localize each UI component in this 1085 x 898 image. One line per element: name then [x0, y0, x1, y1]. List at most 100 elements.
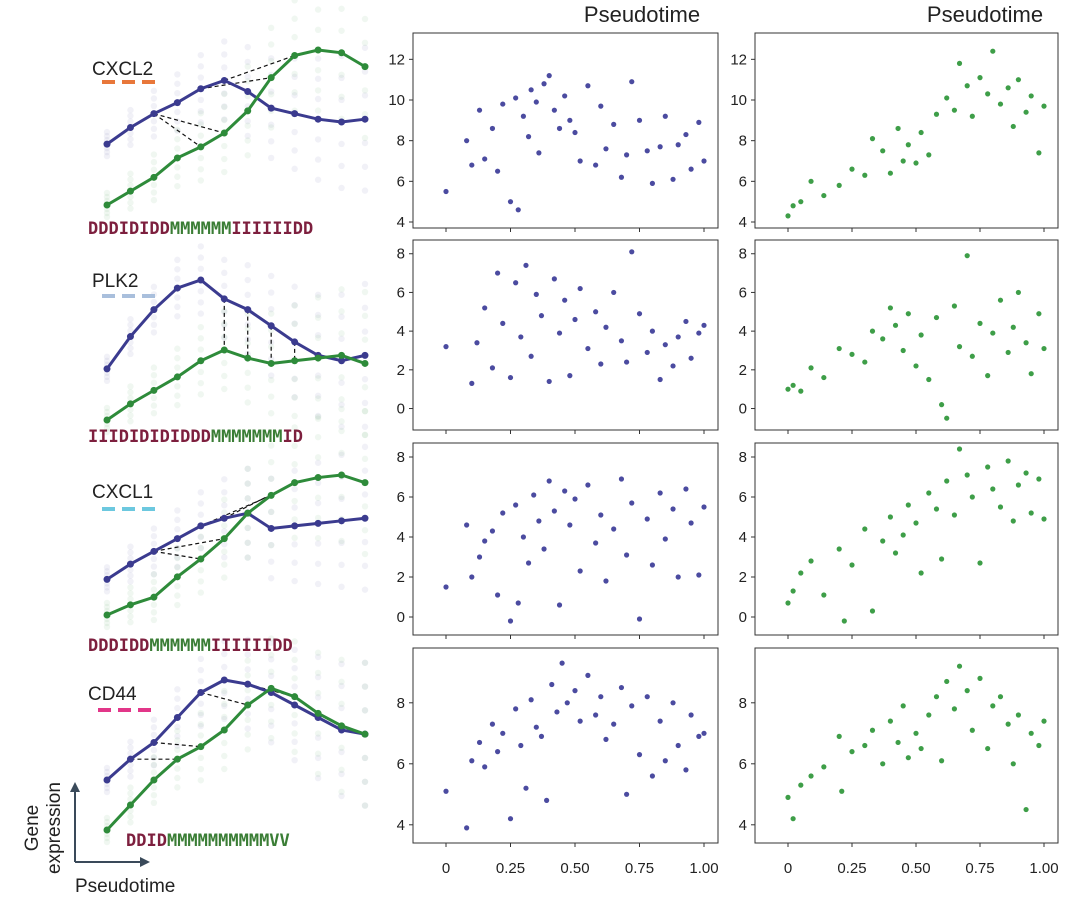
trajectory-spread-dot	[361, 467, 369, 474]
trajectory-spread-dot	[150, 151, 158, 158]
scatter-point	[849, 351, 855, 357]
trajectory-spread-dot	[150, 321, 158, 329]
trajectory-spread-dot	[267, 722, 275, 729]
scatter-point	[533, 99, 539, 105]
trajectory-spread-dot	[314, 734, 322, 741]
alignment-string: IIIDIDIDIDDDMMMMMMMID	[88, 427, 303, 447]
trajectory-spread-dot	[338, 5, 345, 12]
trajectory-spread-dot	[267, 739, 275, 746]
scatter-point	[598, 361, 604, 367]
trajectory-spread-dot	[338, 700, 345, 708]
gene-color-dash	[138, 708, 151, 712]
trajectory-spread-dot	[103, 377, 111, 385]
alignment-string: DDIDMMMMMMMMMMVV	[126, 831, 290, 851]
trajectory-spread-dot	[221, 51, 228, 58]
trajectory-spread-dot	[361, 707, 369, 714]
trajectory-line-green	[106, 473, 366, 617]
y-tick-label: 8	[739, 449, 747, 466]
trajectory-spread-dot	[244, 554, 251, 561]
trajectory-spread-dot	[197, 288, 205, 295]
trajectory-spread-dot	[221, 372, 228, 380]
trajectory-point-green	[291, 693, 299, 701]
scatter-point	[495, 592, 501, 598]
trajectory-spread-dot	[361, 802, 369, 809]
scatter-point	[918, 332, 924, 338]
trajectory-spread-dot	[291, 461, 298, 468]
scatter-point	[869, 727, 876, 733]
scatter-point	[701, 322, 707, 328]
trajectory-point-navy	[220, 676, 228, 684]
trajectory-spread-dot	[338, 682, 345, 690]
scatter-frame	[412, 32, 719, 229]
trajectory-spread-dot	[267, 272, 275, 280]
trajectory-spread-dot	[127, 619, 134, 626]
trajectory-spread-dot	[244, 78, 251, 85]
trajectory-spread-dot	[197, 265, 205, 272]
scatter-point	[688, 520, 694, 526]
trajectory-spread-dot	[150, 555, 158, 563]
trajectory-spread-dot	[338, 495, 345, 503]
scatter-point	[562, 488, 568, 494]
scatter-point	[520, 113, 527, 119]
trajectory-spread-dot	[338, 184, 345, 192]
trajectory-spread-dot	[127, 205, 134, 212]
scatter-point	[649, 328, 656, 334]
trajectory-spread-dot	[197, 777, 205, 784]
scatter-point	[649, 562, 656, 568]
trajectory-spread-dot	[314, 560, 322, 567]
scatter-point	[644, 148, 650, 154]
trajectory-spread-dot	[221, 307, 228, 315]
y-tick-label: 6	[397, 173, 405, 190]
scatter-point	[644, 694, 650, 700]
trajectory-spread-dot	[127, 607, 134, 614]
trajectory-spread-dot	[244, 524, 251, 532]
scatter-point	[611, 121, 617, 127]
scatter-point	[683, 486, 689, 492]
trajectory-spread-dot	[361, 659, 369, 666]
trajectory-spread-dot	[150, 563, 158, 570]
scatter-point	[593, 712, 599, 718]
trajectory-point-navy	[338, 357, 346, 365]
trajectory-panels: CXCL2DDDIDIDDMMMMMMIIIIIIDDPLK2IIIDIDIDI…	[88, 0, 369, 851]
scatter-point	[1041, 516, 1047, 522]
trajectory-spread-dot	[361, 491, 369, 498]
scatter-panel-cxcl1-navy: 0 2 4 6 8	[397, 442, 719, 639]
trajectory-spread-dot	[338, 583, 345, 591]
alignment-link	[200, 691, 248, 706]
trajectory-spread-dot	[338, 27, 345, 34]
scatter-point	[567, 117, 573, 123]
trajectory-spread-dot	[314, 499, 322, 507]
trajectory-spread-dot	[361, 15, 369, 23]
trajectory-spread-dot	[221, 64, 228, 71]
trajectory-spread-dot	[197, 110, 205, 117]
trajectory-spread-dot	[291, 516, 298, 523]
scatter-point	[821, 374, 827, 381]
trajectory-spread-dot	[150, 578, 158, 586]
scatter-point	[482, 538, 488, 544]
trajectory-spread-dot	[197, 121, 205, 128]
scatter-point	[675, 142, 681, 148]
trajectory-spread-dot	[291, 70, 298, 78]
scatter-point	[785, 213, 791, 219]
trajectory-spread-dot	[267, 508, 275, 516]
scatter-point	[701, 158, 707, 164]
trajectory-spread-dot	[127, 394, 134, 402]
trajectory-spread-dot	[221, 650, 228, 658]
trajectory-spread-dot	[267, 639, 275, 646]
scatter-point	[1028, 730, 1034, 736]
trajectory-spread-dot	[244, 117, 251, 125]
y-tick-label: 6	[739, 756, 747, 773]
scatter-point	[1010, 761, 1016, 767]
scatter-frame	[754, 239, 1059, 431]
trajectory-spread-dot	[103, 189, 111, 197]
scatter-point	[670, 506, 676, 512]
trajectory-spread-dot	[103, 818, 111, 826]
y-tick-label: 6	[739, 284, 747, 301]
scatter-point	[533, 724, 539, 730]
trajectory-spread-dot	[174, 765, 181, 772]
scatter-point	[662, 342, 668, 348]
y-tick-label: 6	[397, 756, 405, 773]
scatter-point	[785, 794, 791, 800]
trajectory-point-green	[361, 359, 369, 367]
trajectory-spread-dot	[361, 455, 369, 463]
